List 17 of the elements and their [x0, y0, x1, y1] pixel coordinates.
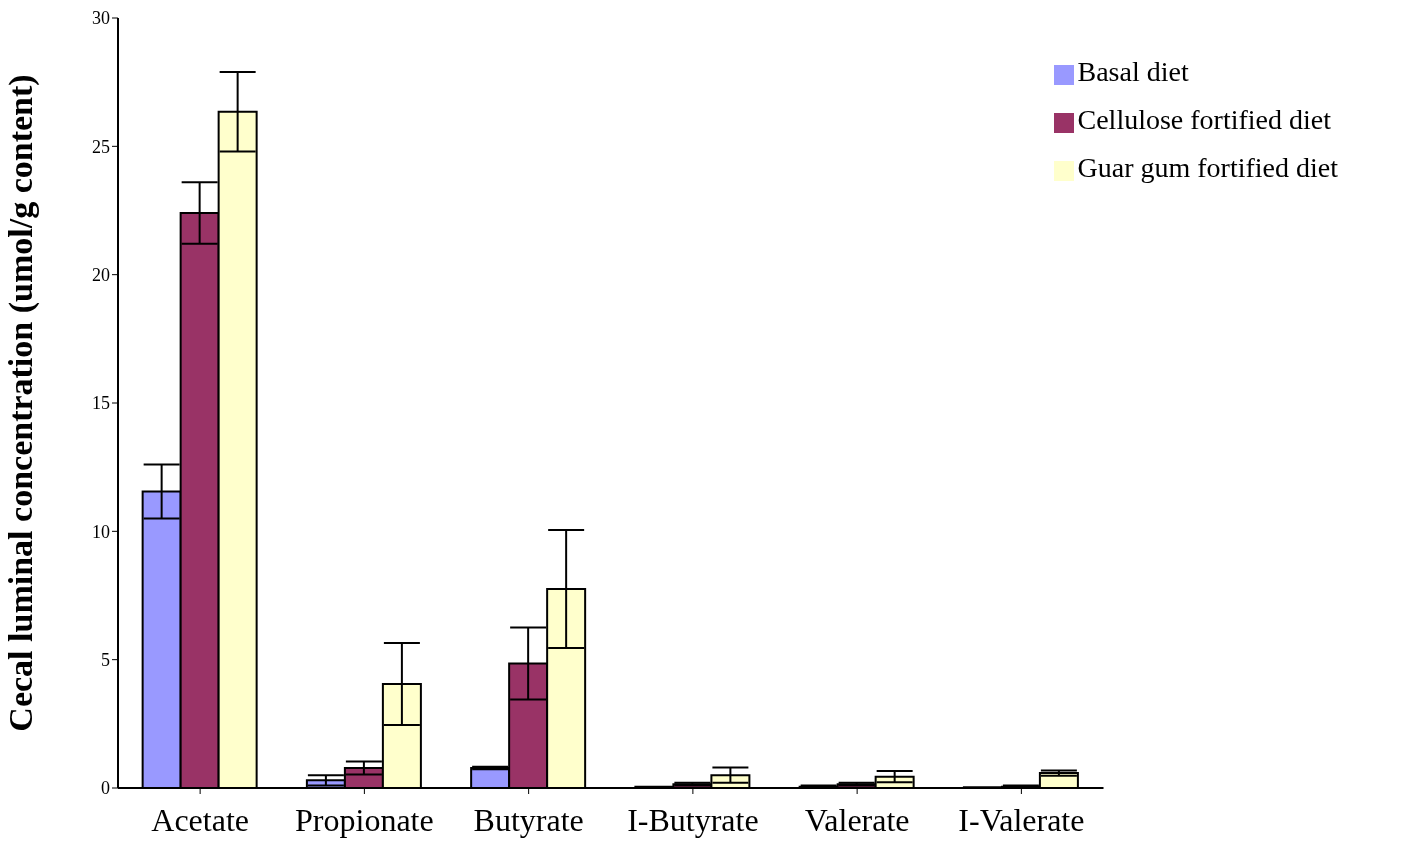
- y-tick-label: 25: [92, 136, 110, 157]
- y-tick-label: 5: [101, 650, 110, 671]
- x-tick-label: I-Butyrate: [627, 801, 759, 838]
- y-tick-label: 15: [92, 393, 110, 414]
- x-tick-label: Propionate: [295, 801, 434, 838]
- y-axis-title: Cecal luminal concentration (umol/g content): [2, 74, 41, 732]
- legend-label: Basal diet: [1077, 56, 1189, 87]
- x-tick-label: I-Valerate: [958, 801, 1085, 838]
- x-tick-label: Acetate: [151, 801, 249, 838]
- legend-label: Guar gum fortified diet: [1077, 152, 1338, 183]
- y-tick-label: 10: [92, 521, 110, 542]
- y-tick-label: 30: [92, 8, 110, 29]
- legend-label: Cellulose fortified diet: [1077, 104, 1332, 135]
- y-tick-label: 0: [101, 778, 110, 799]
- y-tick-label: 20: [92, 265, 110, 286]
- x-tick-label: Valerate: [804, 801, 910, 838]
- x-tick-label: Butyrate: [473, 801, 584, 838]
